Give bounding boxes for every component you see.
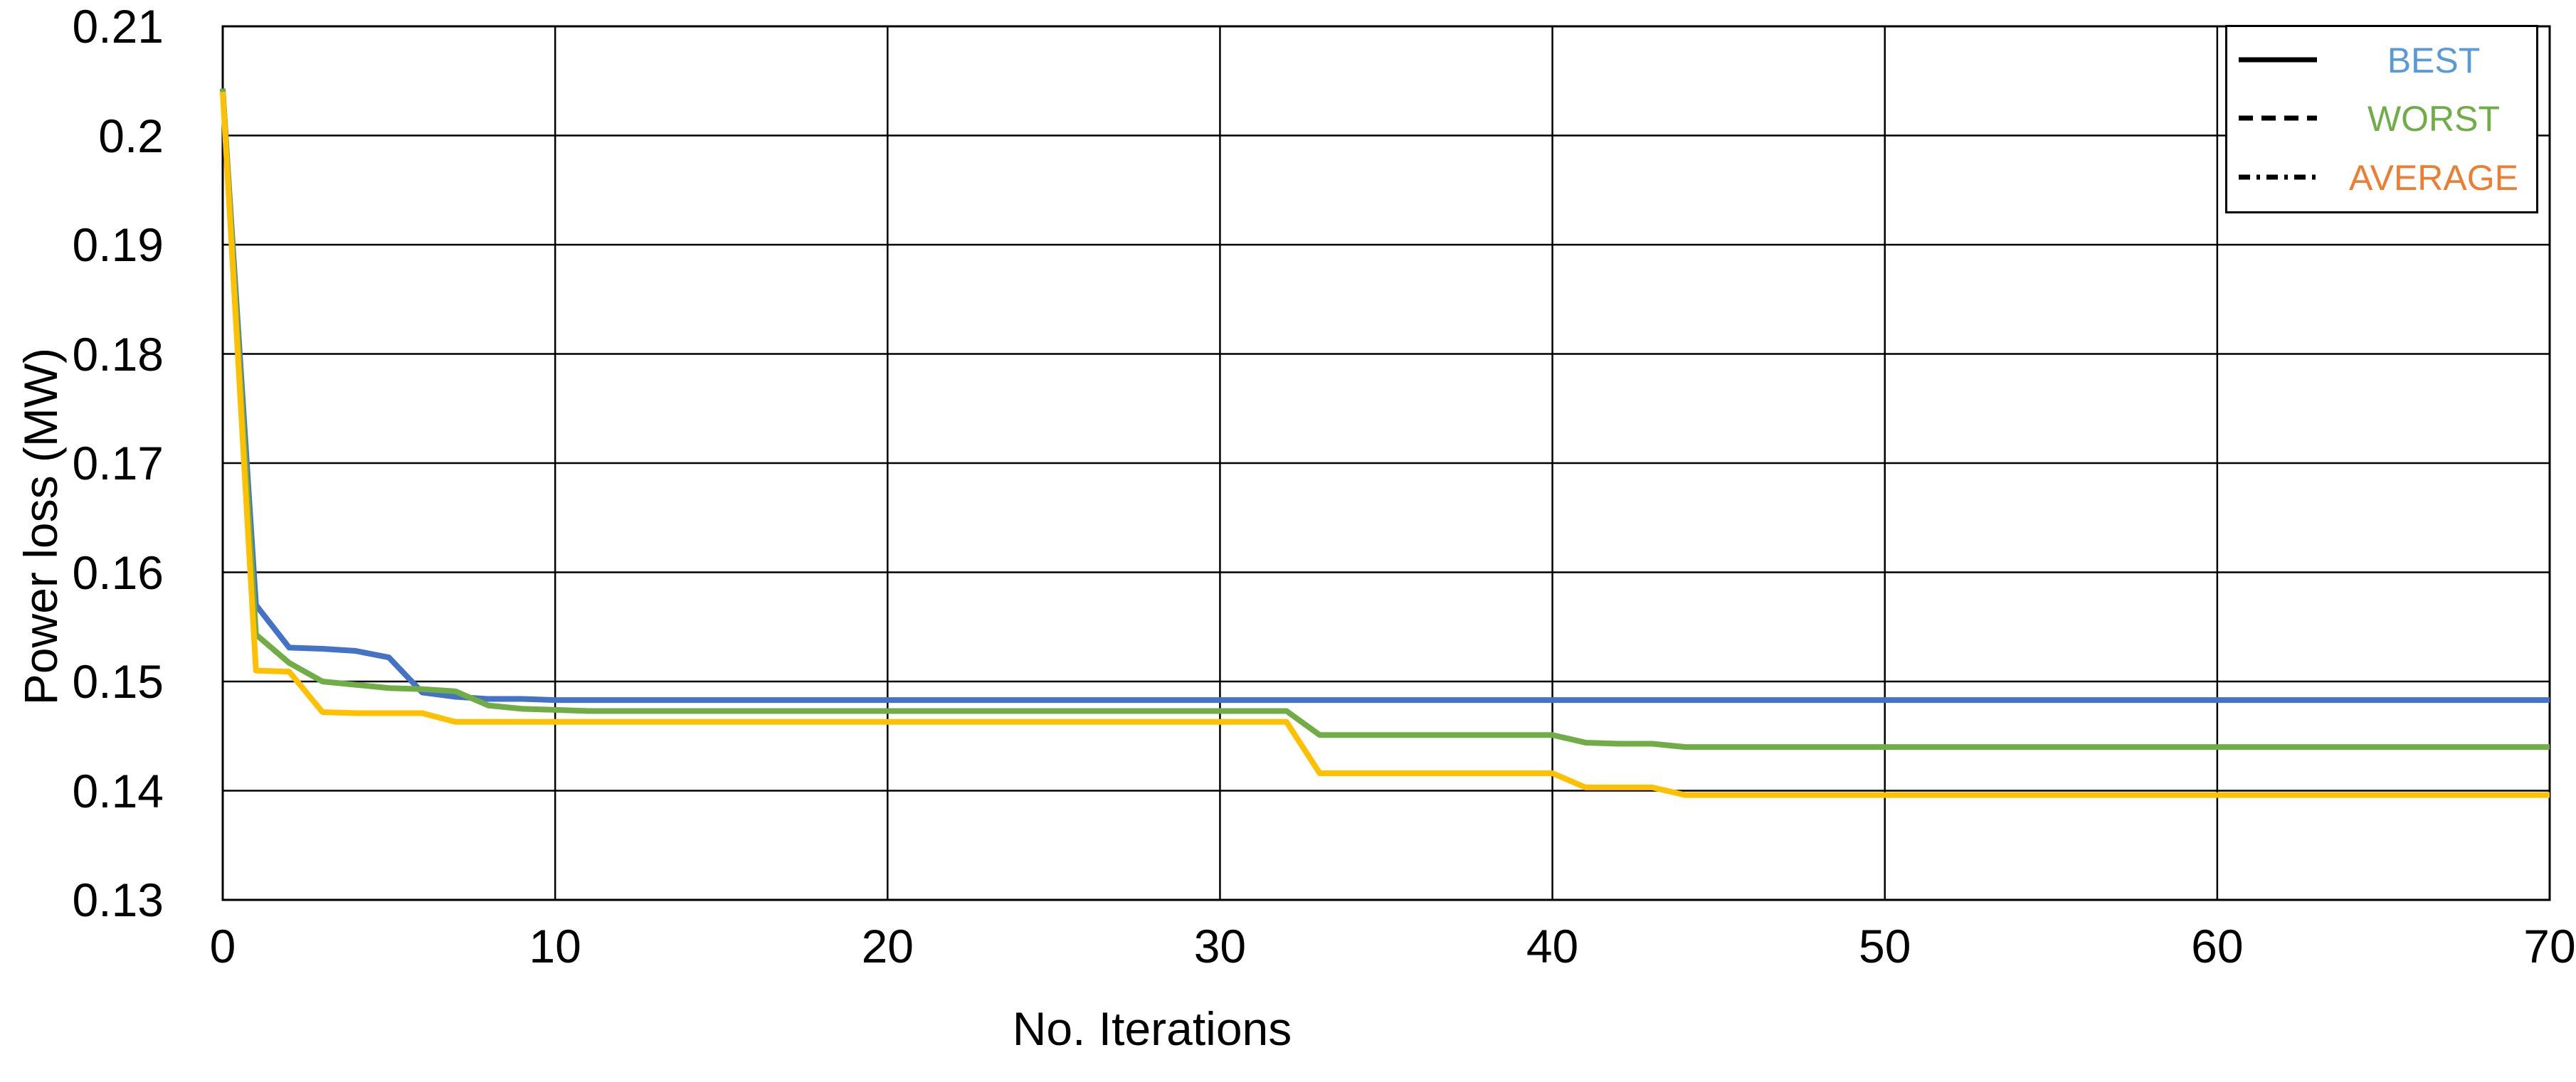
series-line-best: [220, 89, 2550, 704]
series-line-average: [220, 91, 2550, 798]
x-tick-label: 40: [1526, 920, 1579, 972]
legend-line-sample-icon: [2227, 171, 2331, 184]
x-axis-title: No. Iterations: [1012, 1002, 1292, 1055]
legend-line-sample-icon: [2227, 54, 2331, 67]
y-tick-label: 0.2: [98, 109, 164, 162]
plot-border: [221, 25, 2551, 901]
series-line-worst: [220, 88, 2550, 750]
legend-item-best: BEST: [2227, 32, 2536, 89]
y-tick-label: 0.21: [72, 0, 164, 53]
x-tick-label: 10: [529, 920, 581, 972]
legend-label: BEST: [2387, 41, 2481, 81]
x-tick-label: 0: [209, 920, 236, 972]
x-tick-label: 70: [2523, 920, 2576, 972]
y-tick-label: 0.18: [72, 327, 164, 381]
gridlines: [221, 25, 2551, 901]
legend-line-sample-icon: [2227, 112, 2331, 125]
x-tick-label: 50: [1858, 920, 1911, 972]
y-tick-label: 0.19: [72, 218, 164, 271]
y-tick-label: 0.13: [72, 874, 164, 926]
legend-label: WORST: [2367, 99, 2501, 139]
legend-label: AVERAGE: [2348, 157, 2519, 198]
y-tick-label: 0.16: [72, 546, 164, 599]
y-tick-label: 0.17: [72, 437, 164, 489]
legend: BEST WORST AVERAGE: [2225, 25, 2538, 213]
legend-item-average: AVERAGE: [2227, 149, 2536, 206]
x-tick-label: 20: [861, 920, 914, 972]
x-tick-label: 60: [2191, 920, 2244, 972]
y-tick-label: 0.14: [72, 764, 164, 817]
x-tick-label: 30: [1193, 920, 1247, 972]
y-axis-title: Power loss (MW): [14, 347, 67, 706]
y-tick-label: 0.15: [72, 655, 164, 708]
legend-item-worst: WORST: [2227, 90, 2536, 147]
